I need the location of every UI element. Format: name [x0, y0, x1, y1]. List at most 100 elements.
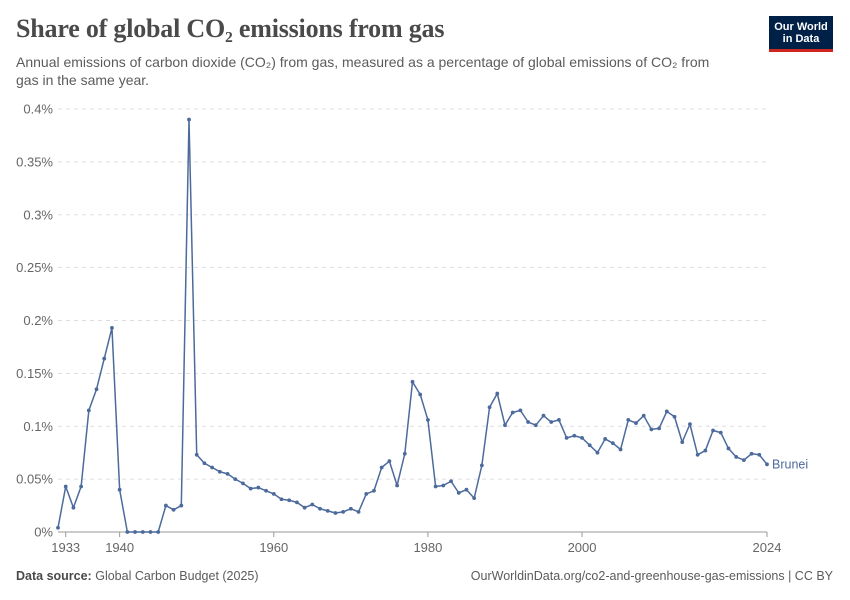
data-point[interactable]: [94, 387, 99, 392]
data-point[interactable]: [641, 413, 646, 418]
data-point[interactable]: [741, 458, 746, 462]
data-point[interactable]: [433, 484, 438, 489]
data-point[interactable]: [171, 507, 176, 512]
data-point[interactable]: [79, 484, 84, 489]
data-point[interactable]: [479, 463, 484, 468]
data-point[interactable]: [526, 420, 530, 424]
data-point[interactable]: [217, 469, 222, 474]
data-point[interactable]: [426, 418, 430, 422]
data-point[interactable]: [310, 502, 315, 507]
data-point[interactable]: [279, 497, 284, 502]
data-point[interactable]: [541, 413, 546, 418]
data-point[interactable]: [325, 508, 330, 513]
y-tick-label: 0.35%: [16, 154, 53, 169]
data-point[interactable]: [680, 440, 685, 445]
data-point[interactable]: [356, 510, 361, 514]
data-point[interactable]: [71, 505, 76, 510]
data-point[interactable]: [287, 498, 292, 503]
data-point[interactable]: [387, 459, 392, 464]
data-point[interactable]: [372, 488, 376, 493]
data-point[interactable]: [256, 485, 261, 490]
data-point[interactable]: [333, 511, 338, 515]
data-point[interactable]: [587, 443, 592, 448]
data-point[interactable]: [734, 455, 739, 459]
data-point[interactable]: [187, 117, 191, 122]
y-axis-ticks: 0% 0.05% 0.1% 0.15% 0.2% 0.25% 0.3% 0.35% 0.4%: [16, 102, 53, 540]
data-point[interactable]: [364, 492, 369, 496]
data-point[interactable]: [295, 500, 299, 505]
data-point[interactable]: [194, 452, 199, 457]
data-point[interactable]: [348, 506, 353, 511]
data-point[interactable]: [264, 488, 268, 493]
data-point[interactable]: [248, 486, 253, 491]
data-point[interactable]: [664, 409, 669, 414]
footer-link[interactable]: OurWorldinData.org/co2-and-greenhouse-ga…: [470, 569, 833, 583]
data-point[interactable]: [148, 530, 153, 534]
series-label[interactable]: Brunei: [772, 457, 808, 471]
data-point[interactable]: [518, 408, 523, 413]
data-point[interactable]: [456, 490, 461, 495]
data-point[interactable]: [102, 356, 107, 361]
data-point[interactable]: [241, 481, 245, 486]
data-point[interactable]: [341, 510, 346, 514]
data-point[interactable]: [695, 452, 700, 457]
data-point[interactable]: [703, 448, 708, 453]
data-point[interactable]: [233, 477, 238, 482]
data-point[interactable]: [318, 506, 322, 511]
data-point[interactable]: [510, 410, 515, 415]
data-point[interactable]: [595, 450, 600, 455]
data-point[interactable]: [711, 428, 715, 433]
data-point[interactable]: [564, 435, 569, 440]
data-point[interactable]: [117, 487, 122, 492]
data-point[interactable]: [603, 437, 608, 441]
data-point[interactable]: [156, 530, 161, 534]
data-point[interactable]: [726, 446, 731, 451]
logo-line-1: Our World: [774, 21, 828, 33]
data-point[interactable]: [572, 433, 577, 438]
data-point[interactable]: [618, 447, 623, 452]
data-point[interactable]: [140, 530, 145, 534]
data-point[interactable]: [649, 427, 654, 432]
data-point[interactable]: [464, 487, 469, 492]
data-point[interactable]: [133, 530, 137, 534]
data-point[interactable]: [163, 503, 168, 508]
data-point[interactable]: [718, 430, 723, 435]
data-point[interactable]: [749, 451, 754, 456]
data-point[interactable]: [765, 462, 769, 467]
data-point[interactable]: [672, 414, 677, 419]
data-point[interactable]: [110, 326, 114, 330]
data-point[interactable]: [63, 484, 68, 489]
data-point[interactable]: [202, 461, 207, 466]
data-point[interactable]: [86, 408, 91, 413]
data-point[interactable]: [441, 483, 446, 488]
data-source-value[interactable]: Global Carbon Budget (2025): [95, 569, 259, 583]
data-point[interactable]: [395, 483, 399, 488]
data-point[interactable]: [225, 471, 230, 476]
data-point[interactable]: [634, 421, 638, 425]
data-point[interactable]: [757, 452, 762, 457]
owid-logo[interactable]: Our World in Data: [769, 16, 833, 52]
data-point[interactable]: [503, 423, 507, 428]
data-point[interactable]: [449, 479, 453, 484]
data-point[interactable]: [271, 492, 276, 496]
data-point[interactable]: [495, 391, 500, 396]
data-point[interactable]: [472, 496, 477, 501]
data-point[interactable]: [533, 423, 538, 428]
data-point[interactable]: [402, 451, 407, 456]
data-point[interactable]: [410, 379, 415, 384]
data-point[interactable]: [302, 505, 307, 510]
data-point[interactable]: [557, 418, 561, 422]
data-point[interactable]: [487, 405, 492, 410]
data-point[interactable]: [626, 418, 631, 422]
data-point[interactable]: [688, 422, 692, 427]
data-point[interactable]: [610, 441, 615, 446]
data-point[interactable]: [418, 392, 423, 397]
data-point[interactable]: [549, 420, 554, 424]
data-point[interactable]: [179, 503, 184, 508]
data-point[interactable]: [657, 426, 662, 431]
data-point[interactable]: [56, 525, 60, 530]
data-point[interactable]: [210, 465, 215, 470]
data-point[interactable]: [580, 435, 584, 440]
data-point[interactable]: [125, 530, 130, 534]
data-point[interactable]: [379, 465, 384, 470]
